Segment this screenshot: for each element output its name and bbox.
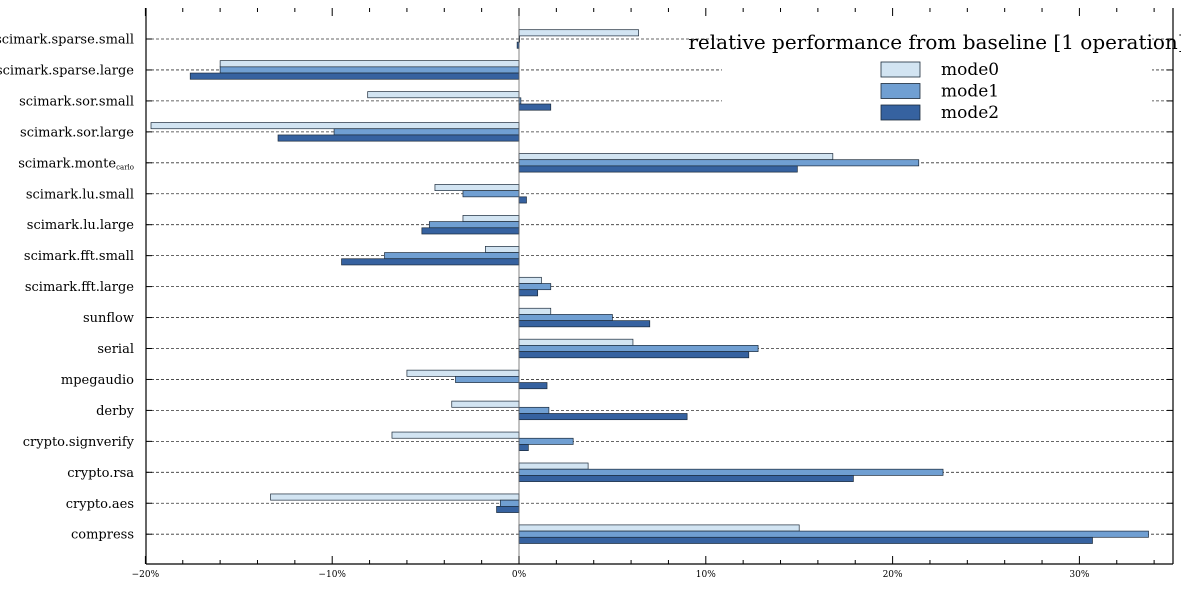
category-label: derby [96,404,135,419]
category-label: crypto.rsa [67,466,134,481]
bar-mode1 [518,406,550,414]
bar-mode2 [518,413,688,421]
bar-mode0 [367,91,520,99]
bar-mode1 [518,530,1149,538]
category-label: scimark.fft.small [24,249,134,264]
bar-mode0 [434,184,520,191]
legend: relative performance from baseline [1 op… [688,30,1181,123]
bar-mode1 [518,468,944,476]
bar-mode1 [518,314,613,322]
category-label: mpegaudio [61,373,134,388]
bar-mode2 [518,165,798,173]
legend-swatch-mode0 [880,61,921,78]
bar-mode1 [428,221,520,229]
legend-label-mode1: mode1 [941,82,999,102]
bar-mode0 [406,369,520,377]
x-tick-label: −20% [132,570,160,580]
bar-mode2 [518,289,539,297]
bar-mode1 [518,159,920,167]
bar-mode0 [518,276,542,284]
bar-mode0 [518,29,639,37]
category-label: crypto.signverify [23,435,135,450]
legend-swatch-mode2 [880,104,921,121]
bar-mode1 [384,252,520,260]
category-label: scimark.sparse.small [0,33,134,48]
category-label: compress [71,528,134,543]
bar-mode2 [496,506,520,513]
bar-mode1 [462,190,520,198]
category-label: serial [97,342,134,357]
bar-mode0 [485,246,520,253]
bar-mode1 [499,499,520,507]
category-label: scimark.sparse.large [0,63,134,78]
legend-title: relative performance from baseline [1 op… [688,30,1181,54]
bar-mode2 [518,444,529,452]
bar-mode0 [219,60,520,68]
bar-mode2 [518,382,548,390]
category-label: scimark.montecarlo [18,156,134,171]
category-labels: scimark.sparse.small scimark.sparse.large… [0,33,135,543]
bar-mode2 [518,320,651,328]
x-tick-label: −10% [318,570,346,580]
legend-swatch-mode1 [880,83,921,99]
bar-mode0 [270,493,520,501]
bar-mode1 [518,345,759,352]
axes-frame [144,8,1174,565]
category-label: crypto.aes [66,497,134,512]
bars [150,29,1149,544]
bar-mode2 [518,103,552,111]
bar-mode1 [518,283,552,291]
category-label: scimark.sor.small [19,94,134,109]
bar-mode0 [518,153,834,161]
category-label: sunflow [83,311,134,326]
bar-mode2 [421,227,520,235]
bar-mode0 [518,462,589,470]
bar-mode2 [341,258,520,266]
grid-lines [146,38,1173,535]
bar-mode1 [518,437,574,445]
bar-mode0 [150,122,520,130]
x-tick-label: 10% [696,570,716,580]
bar-mode0 [518,307,552,315]
bar-mode0 [391,431,520,439]
category-label: scimark.lu.large [27,218,135,233]
category-label: scimark.lu.small [26,187,134,202]
bar-mode0 [518,338,634,346]
x-tick-label: 0% [512,570,527,580]
x-tick-labels: −20% −10% 0% 10% 20% 30% [132,570,1090,580]
bar-mode2 [189,72,520,80]
legend-label-mode0: mode0 [941,60,999,80]
bar-mode0 [462,215,520,222]
bar-mode0 [451,400,520,408]
bar-mode2 [518,536,1093,544]
bar-mode2 [518,196,527,204]
x-tick-label: 30% [1069,570,1089,580]
category-label: scimark.sor.large [20,125,134,140]
bar-mode0 [518,524,800,532]
category-label: scimark.fft.large [25,280,134,295]
bar-mode1 [333,128,520,136]
bar-mode1 [219,66,520,74]
category-label-subscript: carlo [116,163,134,171]
bar-mode2 [277,134,520,142]
bar-mode2 [518,351,750,359]
bar-mode1 [455,376,520,383]
legend-background [722,28,1152,124]
bar-mode2 [518,475,854,482]
legend-label-mode2: mode2 [941,103,999,123]
x-tick-label: 20% [883,570,903,580]
